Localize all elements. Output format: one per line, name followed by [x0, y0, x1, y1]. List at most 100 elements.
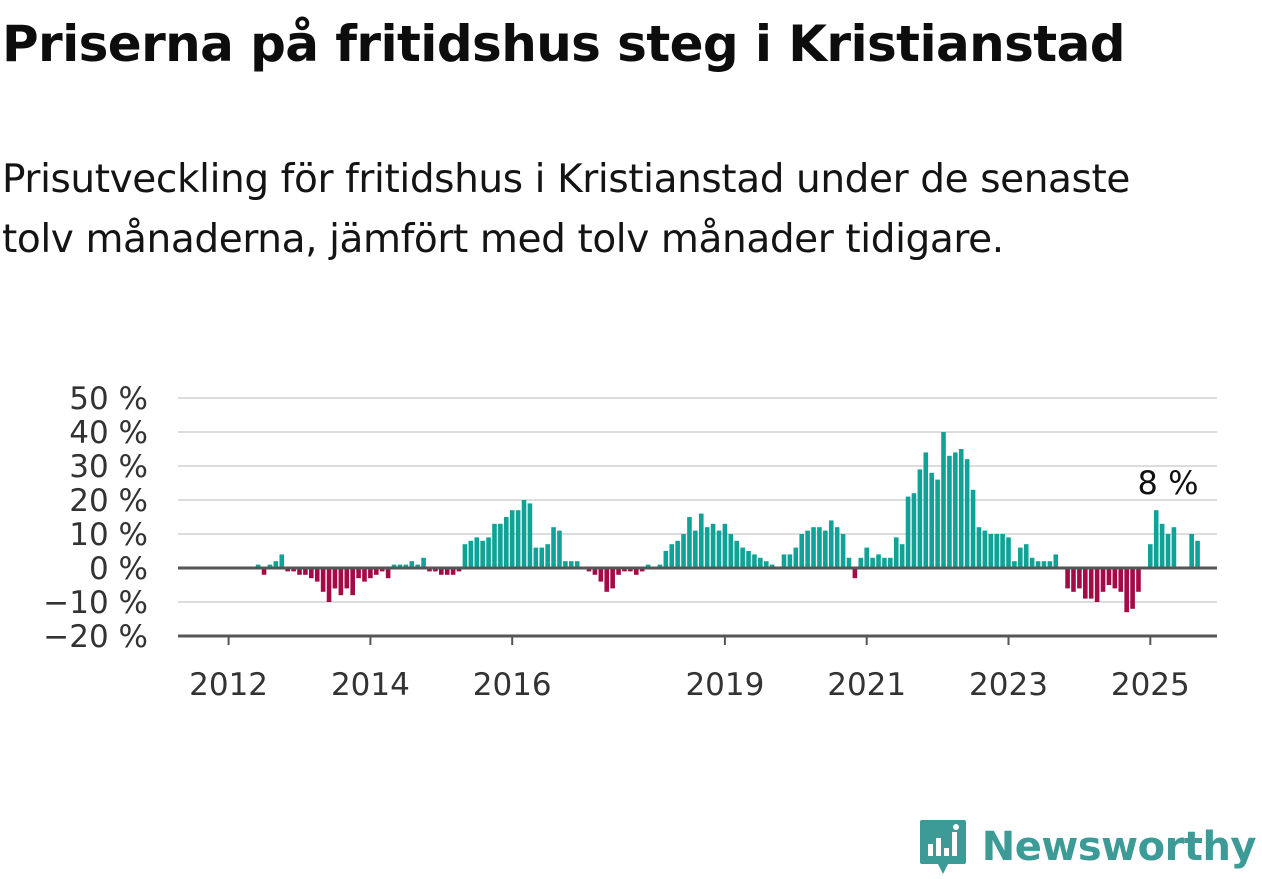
y-tick-label: 20 % [69, 483, 148, 519]
bar [1195, 540, 1200, 568]
bar [568, 561, 574, 568]
bar [870, 557, 875, 568]
bar [1136, 568, 1141, 592]
bar [746, 551, 751, 568]
y-tick-label: 40 % [69, 415, 148, 451]
bar [905, 496, 911, 568]
bar [828, 520, 834, 568]
bar [1124, 568, 1129, 613]
bar [1088, 568, 1094, 599]
bar [823, 530, 828, 568]
bar [698, 513, 704, 568]
bar [663, 551, 669, 568]
bar [326, 568, 332, 602]
bar [303, 568, 308, 575]
bar [421, 557, 426, 568]
y-tick-label: 50 % [69, 381, 148, 417]
bar [964, 459, 970, 568]
bar [1077, 568, 1082, 589]
x-tick-label: 2019 [685, 667, 764, 703]
bar [917, 469, 923, 568]
bar [539, 547, 545, 568]
bar [604, 568, 610, 592]
bar [403, 564, 409, 568]
y-tick-label: 0 % [89, 551, 148, 587]
bar [320, 568, 326, 592]
bar [391, 564, 397, 568]
bar [710, 523, 716, 568]
bar [781, 554, 787, 568]
bar [622, 568, 627, 572]
bar [722, 523, 728, 568]
bar [763, 561, 769, 568]
bar [1094, 568, 1100, 602]
brand-name: Newsworthy [981, 824, 1257, 870]
bar [988, 534, 994, 568]
bar [1012, 561, 1017, 568]
bar [444, 568, 450, 575]
bar [468, 540, 474, 568]
bar [793, 547, 799, 568]
y-tick-label: 10 % [69, 517, 148, 553]
bar [350, 568, 355, 596]
bar [834, 527, 840, 568]
bar [645, 564, 651, 568]
bar [893, 537, 899, 568]
bar [1118, 568, 1124, 592]
bar [935, 479, 940, 568]
bar [586, 568, 592, 572]
bar [1035, 561, 1041, 568]
bar [498, 523, 503, 568]
bar [474, 537, 480, 568]
bar [1100, 568, 1106, 592]
bar [397, 564, 403, 568]
bar [509, 510, 515, 568]
bar [728, 534, 734, 568]
bar [1159, 523, 1165, 568]
bar [433, 568, 438, 572]
bar-chart: 50 %40 %30 %20 %10 %0 %−10 %−20 % 2012 20… [43, 381, 1217, 703]
bar [716, 530, 722, 568]
bar [356, 568, 361, 579]
x-tick-label: 2014 [331, 667, 410, 703]
bar [521, 500, 527, 568]
bar [379, 568, 385, 572]
bar [941, 432, 946, 568]
bar [805, 530, 810, 568]
bar [279, 554, 285, 568]
bar [385, 568, 391, 579]
bar [255, 564, 261, 568]
bar [846, 557, 852, 568]
bar [681, 534, 686, 568]
bar [687, 517, 692, 568]
bar [592, 568, 598, 575]
bar [929, 472, 934, 568]
bar [811, 527, 816, 568]
page-subtitle: Prisutveckling för fritidshus i Kristian… [2, 157, 1130, 262]
x-tick-label: 2012 [189, 667, 268, 703]
bar [527, 503, 533, 568]
bar [882, 557, 887, 568]
bar [953, 452, 958, 568]
y-tick-label: −10 % [43, 585, 148, 621]
y-tick-label: −20 % [43, 619, 148, 655]
bar [427, 568, 432, 572]
bar [758, 557, 763, 568]
bar [1018, 547, 1023, 568]
bar [1148, 544, 1153, 568]
bar [486, 537, 491, 568]
latest-value-annotation: 8 % [1138, 464, 1199, 502]
bar [799, 534, 805, 568]
x-tick-label: 2025 [1111, 667, 1190, 703]
bar [291, 568, 296, 572]
bar [1041, 561, 1047, 568]
bar [557, 530, 562, 568]
bar [1000, 534, 1005, 568]
bar [899, 544, 905, 568]
bar [976, 527, 982, 568]
bar [639, 568, 645, 572]
bar [740, 547, 745, 568]
bar [657, 564, 663, 568]
bar [1153, 510, 1159, 568]
bar [563, 561, 568, 568]
